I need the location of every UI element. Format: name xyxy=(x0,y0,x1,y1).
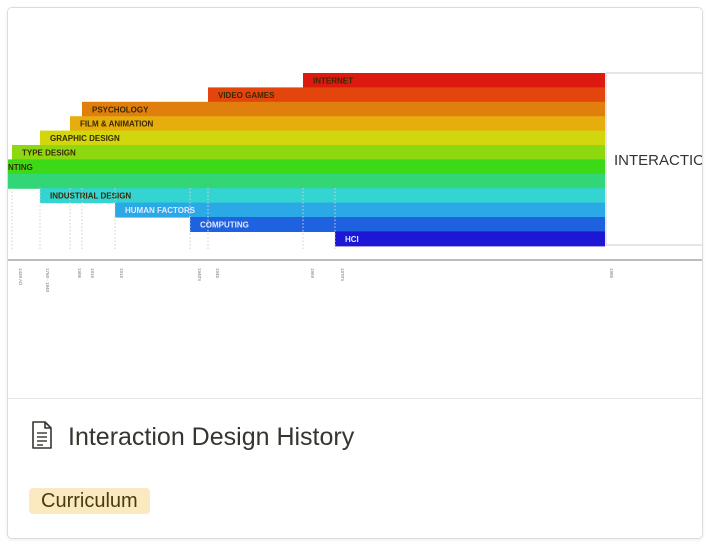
card-info: Interaction Design History Curriculum xyxy=(8,399,702,538)
timeline-bar-label: COMPUTING xyxy=(200,221,249,230)
timeline-tick-label: 1985 xyxy=(609,268,614,279)
timeline-bar-label: PSYCHOLOGY xyxy=(92,105,149,114)
timeline-tick-label: 1916 xyxy=(90,268,95,279)
timeline-bar xyxy=(8,159,605,175)
timeline-bar-label: FILM & ANIMATION xyxy=(80,120,154,129)
timeline-bar-label: HUMAN FACTORS xyxy=(125,206,196,215)
timeline-bar-label: VIDEO GAMES xyxy=(218,91,275,100)
timeline-bar-label: NTING xyxy=(8,163,33,172)
timeline-bar xyxy=(70,116,605,132)
timeline-bar xyxy=(208,87,605,103)
timeline-bar-label: HCI xyxy=(345,235,359,244)
timeline-tick-label: 1760 - 1840 xyxy=(45,268,50,293)
timeline-bar xyxy=(82,101,605,117)
timeline-bar xyxy=(8,173,605,189)
timeline-bar xyxy=(303,73,605,88)
timeline-bar-label: INTERNET xyxy=(313,77,353,86)
timeline-bar xyxy=(40,130,605,146)
timeline-bar-label: TYPE DESIGN xyxy=(22,149,76,158)
timeline-tick-label: 1970's xyxy=(340,268,345,282)
cover-image: INTERNET VIDEO GAMES PSYCHOLOGY FILM & ANIM… xyxy=(8,8,702,399)
title-row[interactable]: Interaction Design History xyxy=(30,421,354,454)
tag-badge[interactable]: Curriculum xyxy=(29,488,150,514)
headline-text: INTERACTIO xyxy=(614,152,702,169)
timeline-tick-label: 1916 xyxy=(119,268,124,279)
timeline-bar-label: INDUSTRIAL DESIGN xyxy=(50,192,131,201)
document-icon xyxy=(30,421,68,454)
timeline-tick-label: 1439 AD xyxy=(18,268,23,286)
timeline-bar xyxy=(12,145,605,160)
timeline-graphic: INTERNET VIDEO GAMES PSYCHOLOGY FILM & ANIM… xyxy=(8,72,702,293)
timeline-bar-label: GRAPHIC DESIGN xyxy=(50,134,120,143)
page-title[interactable]: Interaction Design History xyxy=(68,423,355,451)
timeline-bar xyxy=(190,217,605,232)
timeline-tick-label: 1969 xyxy=(310,268,315,279)
timeline-bar xyxy=(335,231,605,247)
page-card[interactable]: INTERNET VIDEO GAMES PSYCHOLOGY FILM & ANIM… xyxy=(7,7,703,539)
timeline-tick-label: 1906 xyxy=(77,268,82,279)
timeline-tick-label: 1945 xyxy=(215,268,220,279)
timeline-bar xyxy=(40,188,605,204)
timeline-tick-label: 1940's xyxy=(197,268,202,282)
timeline-bar xyxy=(115,202,605,218)
headline-box xyxy=(605,72,702,246)
